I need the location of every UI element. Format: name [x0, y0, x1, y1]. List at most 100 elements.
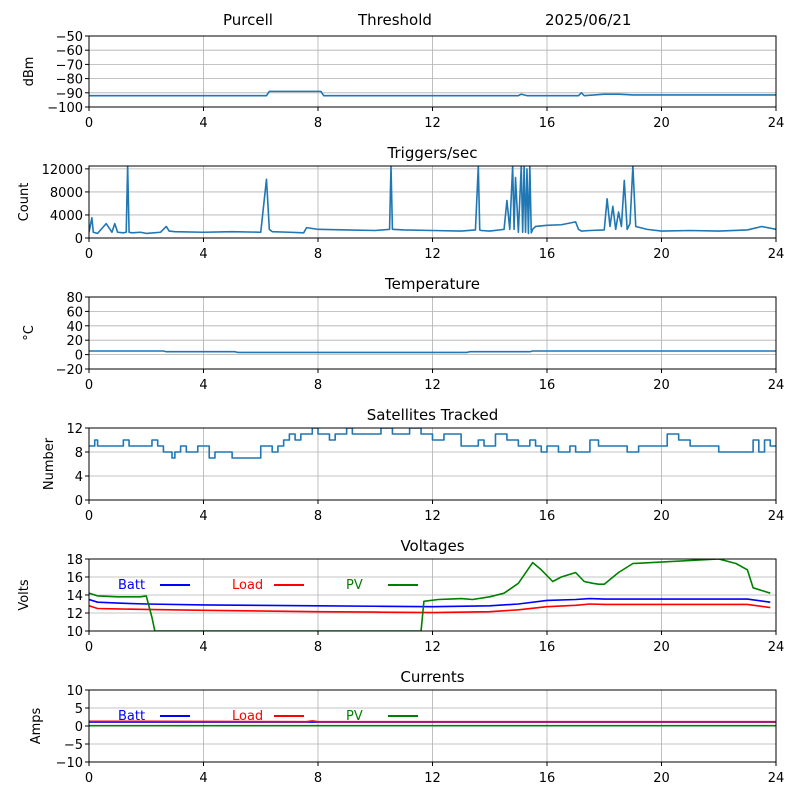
y-tick-label: −60: [56, 44, 83, 59]
x-tick-label: 24: [768, 509, 785, 524]
x-tick-label: 0: [85, 247, 93, 262]
x-tick-label: 16: [539, 640, 556, 655]
legend-label: Load: [232, 709, 263, 724]
x-tick-label: 0: [85, 116, 93, 131]
series-line: [89, 90, 776, 97]
x-tick-label: 24: [768, 771, 785, 786]
x-tick-label: 0: [85, 640, 93, 655]
x-tick-label: 4: [199, 247, 207, 262]
y-tick-label: 14: [66, 589, 83, 604]
y-tick-label: 0: [75, 494, 83, 509]
x-tick-label: 20: [653, 640, 670, 655]
y-axis-label: Volts: [17, 579, 32, 611]
x-tick-label: 4: [199, 771, 207, 786]
y-tick-label: 80: [66, 291, 83, 306]
x-tick-label: 4: [199, 640, 207, 655]
series-line: [89, 603, 771, 614]
y-tick-label: 5: [75, 702, 83, 717]
series-line: [89, 428, 776, 459]
x-tick-label: 16: [539, 247, 556, 262]
x-tick-label: 24: [768, 247, 785, 262]
x-tick-label: 24: [768, 116, 785, 131]
y-tick-label: 40: [66, 320, 83, 335]
y-axis-label: Number: [42, 437, 57, 490]
x-tick-label: 16: [539, 116, 556, 131]
y-tick-label: 10: [66, 684, 83, 699]
x-tick-label: 8: [314, 771, 322, 786]
y-tick-label: −50: [56, 30, 83, 45]
legend-label: Batt: [118, 578, 145, 593]
y-tick-label: −10: [56, 756, 83, 771]
x-tick-label: 4: [199, 378, 207, 393]
x-tick-label: 20: [653, 116, 670, 131]
y-tick-label: 0: [75, 720, 83, 735]
chart-date: 2025/06/21: [545, 11, 632, 29]
x-tick-label: 8: [314, 247, 322, 262]
y-tick-label: −90: [56, 87, 83, 102]
y-tick-label: 10: [66, 625, 83, 640]
legend-label: PV: [346, 578, 363, 593]
x-tick-label: 8: [314, 378, 322, 393]
x-tick-label: 12: [424, 378, 441, 393]
x-tick-label: 20: [653, 771, 670, 786]
panel-title: Temperature: [384, 275, 480, 293]
x-tick-label: 8: [314, 116, 322, 131]
y-tick-label: 16: [66, 571, 83, 586]
x-tick-label: 20: [653, 509, 670, 524]
y-tick-label: 60: [66, 305, 83, 320]
x-tick-label: 8: [314, 640, 322, 655]
x-tick-label: 0: [85, 771, 93, 786]
series-line: [89, 166, 776, 235]
legend-label: PV: [346, 709, 363, 724]
trigger-mode: Threshold: [358, 11, 432, 29]
station-name: Purcell: [223, 11, 273, 29]
panel-title: Satellites Tracked: [367, 406, 498, 424]
panel-title: Voltages: [400, 537, 464, 555]
x-tick-label: 20: [653, 378, 670, 393]
y-tick-label: 4: [75, 470, 83, 485]
y-tick-label: −5: [64, 738, 83, 753]
y-tick-label: −80: [56, 73, 83, 88]
y-axis-label: Amps: [29, 707, 44, 744]
panel-title: Triggers/sec: [387, 144, 478, 162]
y-tick-label: 4000: [50, 209, 83, 224]
x-tick-label: 16: [539, 771, 556, 786]
y-tick-label: −100: [47, 101, 83, 116]
x-tick-label: 16: [539, 378, 556, 393]
legend-label: Load: [232, 578, 263, 593]
x-tick-label: 12: [424, 771, 441, 786]
y-tick-label: 12: [66, 422, 83, 437]
x-tick-label: 24: [768, 640, 785, 655]
x-tick-label: 0: [85, 378, 93, 393]
y-tick-label: 18: [66, 553, 83, 568]
y-axis-label: dBm: [22, 57, 37, 87]
y-tick-label: 0: [75, 349, 83, 364]
series-line: [89, 720, 776, 723]
series-line: [89, 350, 776, 354]
x-tick-label: 8: [314, 509, 322, 524]
x-tick-label: 20: [653, 247, 670, 262]
x-tick-label: 4: [199, 116, 207, 131]
y-tick-label: −20: [56, 363, 83, 378]
x-tick-label: 12: [424, 116, 441, 131]
y-tick-label: 20: [66, 334, 83, 349]
x-tick-label: 12: [424, 640, 441, 655]
y-tick-label: 0: [75, 232, 83, 247]
legend-label: Batt: [118, 709, 145, 724]
x-tick-label: 16: [539, 509, 556, 524]
x-tick-label: 12: [424, 247, 441, 262]
series-line: [89, 597, 771, 608]
y-tick-label: −70: [56, 58, 83, 73]
y-tick-label: 12000: [42, 163, 83, 178]
x-tick-label: 4: [199, 509, 207, 524]
x-tick-label: 12: [424, 509, 441, 524]
y-tick-label: 8000: [50, 186, 83, 201]
panel-title: Currents: [400, 668, 464, 686]
y-axis-label: Count: [17, 183, 32, 222]
y-tick-label: 12: [66, 607, 83, 622]
y-axis-label: °C: [22, 325, 37, 341]
x-tick-label: 24: [768, 378, 785, 393]
y-tick-label: 8: [75, 446, 83, 461]
